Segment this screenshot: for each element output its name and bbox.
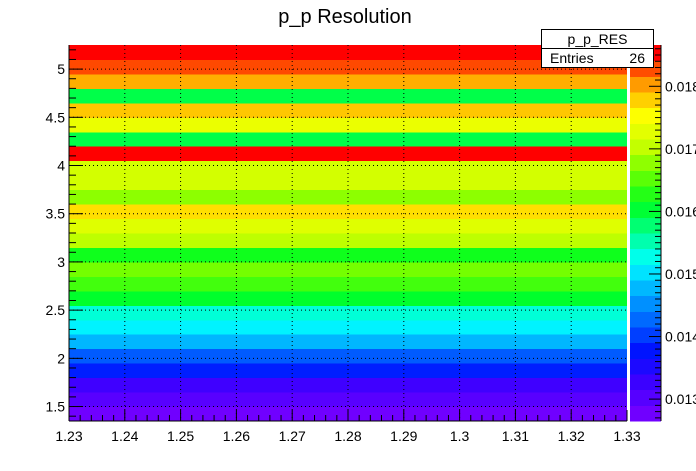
entries-label: Entries bbox=[550, 50, 594, 66]
y-tick-label: 5 bbox=[57, 61, 65, 77]
palette-level bbox=[630, 92, 661, 109]
palette-level bbox=[630, 170, 661, 187]
y-tick-label: 4 bbox=[57, 158, 65, 174]
palette-level bbox=[630, 389, 661, 406]
heatmap-band-3 bbox=[69, 363, 627, 379]
heatmap-band-21 bbox=[69, 102, 627, 118]
y-tick-label: 1.5 bbox=[46, 399, 66, 415]
heatmap-band-19 bbox=[69, 131, 627, 147]
y-tick-label: 4.5 bbox=[46, 109, 66, 125]
y-tick-label: 2 bbox=[57, 350, 65, 366]
heatmap-band-8 bbox=[69, 290, 627, 306]
palette-level bbox=[630, 217, 661, 234]
palette-level bbox=[630, 76, 661, 93]
heatmap-bands bbox=[69, 45, 627, 422]
palette-level bbox=[630, 107, 661, 124]
x-tick-label: 1.31 bbox=[502, 428, 529, 444]
palette-level bbox=[630, 405, 661, 422]
y-tick-label: 3 bbox=[57, 254, 65, 270]
y-tick-label: 2.5 bbox=[46, 302, 66, 318]
stats-title: p_p_RES bbox=[542, 30, 653, 49]
heatmap-band-24 bbox=[69, 59, 627, 75]
heatmap-band-6 bbox=[69, 319, 627, 335]
palette-level bbox=[630, 342, 661, 359]
chart-title: p_p Resolution bbox=[278, 6, 411, 28]
palette-tick-label: 0.015 bbox=[665, 266, 696, 282]
x-tick-label: 1.32 bbox=[558, 428, 585, 444]
x-tick-label: 1.27 bbox=[279, 428, 306, 444]
x-tick-label: 1.23 bbox=[55, 428, 82, 444]
heatmap-band-20 bbox=[69, 117, 627, 133]
heatmap-band-25 bbox=[69, 45, 627, 60]
x-tick-label: 1.26 bbox=[223, 428, 250, 444]
palette-tick-label: 0.014 bbox=[665, 329, 696, 345]
x-tick-label: 1.29 bbox=[390, 428, 417, 444]
heatmap-band-22 bbox=[69, 88, 627, 104]
heatmap-band-1 bbox=[69, 392, 627, 408]
palette-tick-label: 0.017 bbox=[665, 141, 696, 157]
x-tick-label: 1.25 bbox=[167, 428, 194, 444]
heatmap-band-4 bbox=[69, 348, 627, 364]
heatmap-band-12 bbox=[69, 233, 627, 248]
stats-box: p_p_RES Entries 26 bbox=[541, 29, 654, 68]
x-tick-label: 1.24 bbox=[111, 428, 138, 444]
x-tick-label: 1.33 bbox=[613, 428, 640, 444]
axes: 1.23 1.24 1.25 1.26 1.27 1.28 1.29 1.3 1.31 1.32 1… bbox=[46, 45, 641, 444]
palette-level bbox=[630, 280, 661, 297]
palette-level bbox=[630, 123, 661, 140]
palette-level bbox=[630, 327, 661, 344]
heatmap-band-9 bbox=[69, 276, 627, 292]
heatmap-band-11 bbox=[69, 247, 627, 263]
palette-level bbox=[630, 186, 661, 203]
palette-level bbox=[630, 374, 661, 391]
palette-level bbox=[630, 139, 661, 156]
color-palette: 0.013 0.014 0.015 0.016 0.017 0.018 bbox=[630, 45, 696, 422]
palette-level bbox=[630, 295, 661, 312]
heatmap-band-14 bbox=[69, 204, 627, 220]
heatmap-band-17 bbox=[69, 160, 627, 176]
grid-lines bbox=[69, 45, 627, 421]
stats-entries-row: Entries 26 bbox=[542, 49, 653, 68]
palette-level bbox=[630, 311, 661, 328]
palette-tick-label: 0.013 bbox=[665, 391, 696, 407]
palette-level bbox=[630, 201, 661, 218]
palette-level bbox=[630, 264, 661, 281]
palette-tick-label: 0.016 bbox=[665, 203, 696, 219]
heatmap-band-13 bbox=[69, 218, 627, 234]
heatmap-band-7 bbox=[69, 305, 627, 321]
entries-value: 26 bbox=[629, 50, 645, 66]
palette-tick-label: 0.018 bbox=[665, 78, 696, 94]
y-tick-label: 3.5 bbox=[46, 206, 66, 222]
palette-level bbox=[630, 233, 661, 250]
palette-level bbox=[630, 358, 661, 375]
x-tick-label: 1.28 bbox=[334, 428, 361, 444]
x-tick-label: 1.3 bbox=[450, 428, 470, 444]
palette-level bbox=[630, 248, 661, 265]
palette-level bbox=[630, 154, 661, 171]
heatmap-band-16 bbox=[69, 175, 627, 191]
